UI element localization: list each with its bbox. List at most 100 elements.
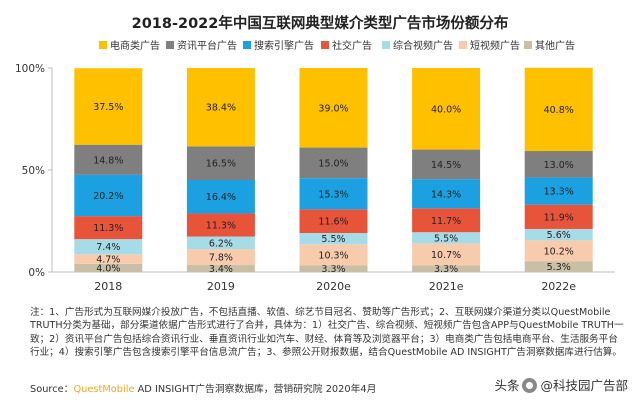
watermark: 头条 @科技园广告部 — [494, 375, 628, 394]
data-label: 14.5% — [431, 160, 461, 171]
x-tick-label: 2021e — [429, 280, 464, 293]
bar-segment — [186, 146, 255, 180]
bar-segment — [412, 68, 481, 150]
bar-segment — [74, 263, 143, 272]
bar-segment — [74, 239, 143, 255]
x-tick-label: 2020e — [316, 280, 351, 293]
legend-swatch — [382, 41, 390, 49]
data-label: 14.8% — [93, 155, 123, 166]
bar-segment — [299, 209, 368, 234]
bar-segment — [186, 213, 255, 237]
bar-segment — [299, 178, 368, 210]
x-tick-label: 2019 — [207, 280, 235, 293]
data-label: 5.6% — [547, 230, 571, 241]
bar-segment — [74, 216, 143, 240]
bar-segment — [524, 151, 593, 178]
data-label: 3.4% — [209, 264, 233, 275]
data-label: 13.3% — [544, 187, 574, 198]
data-label: 10.7% — [431, 250, 461, 261]
legend-label: 搜索引擎广告 — [254, 39, 314, 52]
watermark-logo-icon — [522, 378, 538, 393]
legend-label: 社交广告 — [332, 39, 372, 52]
data-label: 14.3% — [431, 189, 461, 200]
bar-segment — [412, 208, 481, 233]
legend-swatch — [99, 41, 107, 49]
legend-swatch — [243, 41, 251, 49]
data-label: 4.7% — [96, 255, 120, 266]
data-label: 39.0% — [318, 103, 348, 114]
legend-label: 资讯平台广告 — [177, 39, 237, 52]
data-label: 16.4% — [206, 192, 236, 203]
watermark-text: @科技园广告部 — [540, 378, 628, 393]
watermark-prefix: 头条 — [494, 378, 520, 393]
legend-swatch — [321, 41, 329, 49]
bar-segment — [524, 228, 593, 241]
y-tick-label: 0% — [28, 267, 45, 279]
data-label: 3.3% — [434, 264, 458, 275]
legend-label: 综合视频广告 — [393, 39, 453, 52]
bar-segment — [186, 265, 255, 272]
legend-swatch — [459, 41, 467, 49]
data-label: 37.5% — [93, 102, 123, 113]
bar-segment — [74, 254, 143, 264]
legend-label: 其他广告 — [535, 39, 575, 52]
bar-segment — [74, 68, 143, 145]
bar-segment — [412, 265, 481, 272]
bar-segment — [74, 174, 143, 217]
data-label: 11.9% — [544, 212, 574, 223]
source-rest: AD INSIGHT广告洞察数据库，营销研究院 2020年4月 — [134, 384, 377, 395]
data-label: 6.2% — [209, 238, 233, 249]
bar-segment — [299, 265, 368, 272]
data-label: 7.4% — [96, 242, 120, 253]
legend-label: 短视频广告 — [470, 39, 520, 52]
bars: 4.0%4.7% 7.4% 11.3% 20.2% 14.8% 37.5% 3.4%7.8%… — [74, 67, 593, 275]
y-tick-label: 100% — [15, 63, 45, 75]
data-label: 16.5% — [206, 159, 236, 170]
data-label: 5.5% — [434, 233, 458, 244]
bar-segment — [186, 179, 255, 214]
x-axis-labels: 2018 2019 2020e 2021e 2022e — [94, 280, 576, 293]
bar-segment — [299, 68, 368, 148]
bar-segment — [524, 261, 593, 272]
data-label: 38.4% — [206, 103, 236, 114]
bar-segment — [524, 67, 593, 152]
data-label: 40.8% — [544, 105, 574, 116]
data-label: 10.2% — [544, 246, 574, 257]
data-label: 15.3% — [318, 189, 348, 200]
bar-segment — [299, 147, 368, 179]
bar-segment — [524, 240, 593, 262]
legend-swatch — [166, 41, 174, 49]
stacked-bar-chart: 2018-2022年中国互联网典型媒介类型广告市场份额分布 电商类广告 资讯平台广… — [15, 14, 615, 293]
bar-segment — [412, 232, 481, 244]
source-brand: QuestMobile — [73, 384, 135, 395]
bar-segment — [186, 249, 255, 266]
data-label: 40.0% — [431, 104, 461, 115]
bar-segment — [74, 144, 143, 175]
data-label: 11.3% — [93, 223, 123, 234]
data-label: 3.3% — [321, 264, 345, 275]
bar-segment — [186, 236, 255, 250]
data-label: 11.3% — [206, 220, 236, 231]
axes: 0% 50% 100% — [15, 63, 615, 279]
data-label: 7.8% — [209, 253, 233, 264]
legend: 电商类广告 资讯平台广告 搜索引擎广告 社交广告 综合视频广告 短视频广告 其他广告 — [99, 39, 575, 52]
legend-swatch — [524, 41, 532, 49]
bar-segment — [524, 204, 593, 229]
bar-segment — [524, 177, 593, 205]
data-label: 15.0% — [318, 158, 348, 169]
data-label: 10.3% — [318, 250, 348, 261]
bar-segment — [412, 179, 481, 209]
data-label: 5.3% — [547, 262, 571, 273]
data-label: 13.0% — [544, 160, 574, 171]
legend-label: 电商类广告 — [110, 39, 160, 52]
source-line: Source：QuestMobile AD INSIGHT广告洞察数据库，营销研… — [30, 381, 376, 395]
x-tick-label: 2018 — [94, 280, 122, 293]
y-tick-label: 50% — [22, 165, 45, 177]
bar-segment — [186, 68, 255, 147]
bar-segment — [299, 244, 368, 266]
data-label: 5.5% — [321, 234, 345, 245]
chart-title: 2018-2022年中国互联网典型媒介类型广告市场份额分布 — [132, 14, 509, 32]
data-label: 11.7% — [431, 216, 461, 227]
data-label: 4.0% — [96, 263, 120, 274]
bar-segment — [412, 243, 481, 266]
